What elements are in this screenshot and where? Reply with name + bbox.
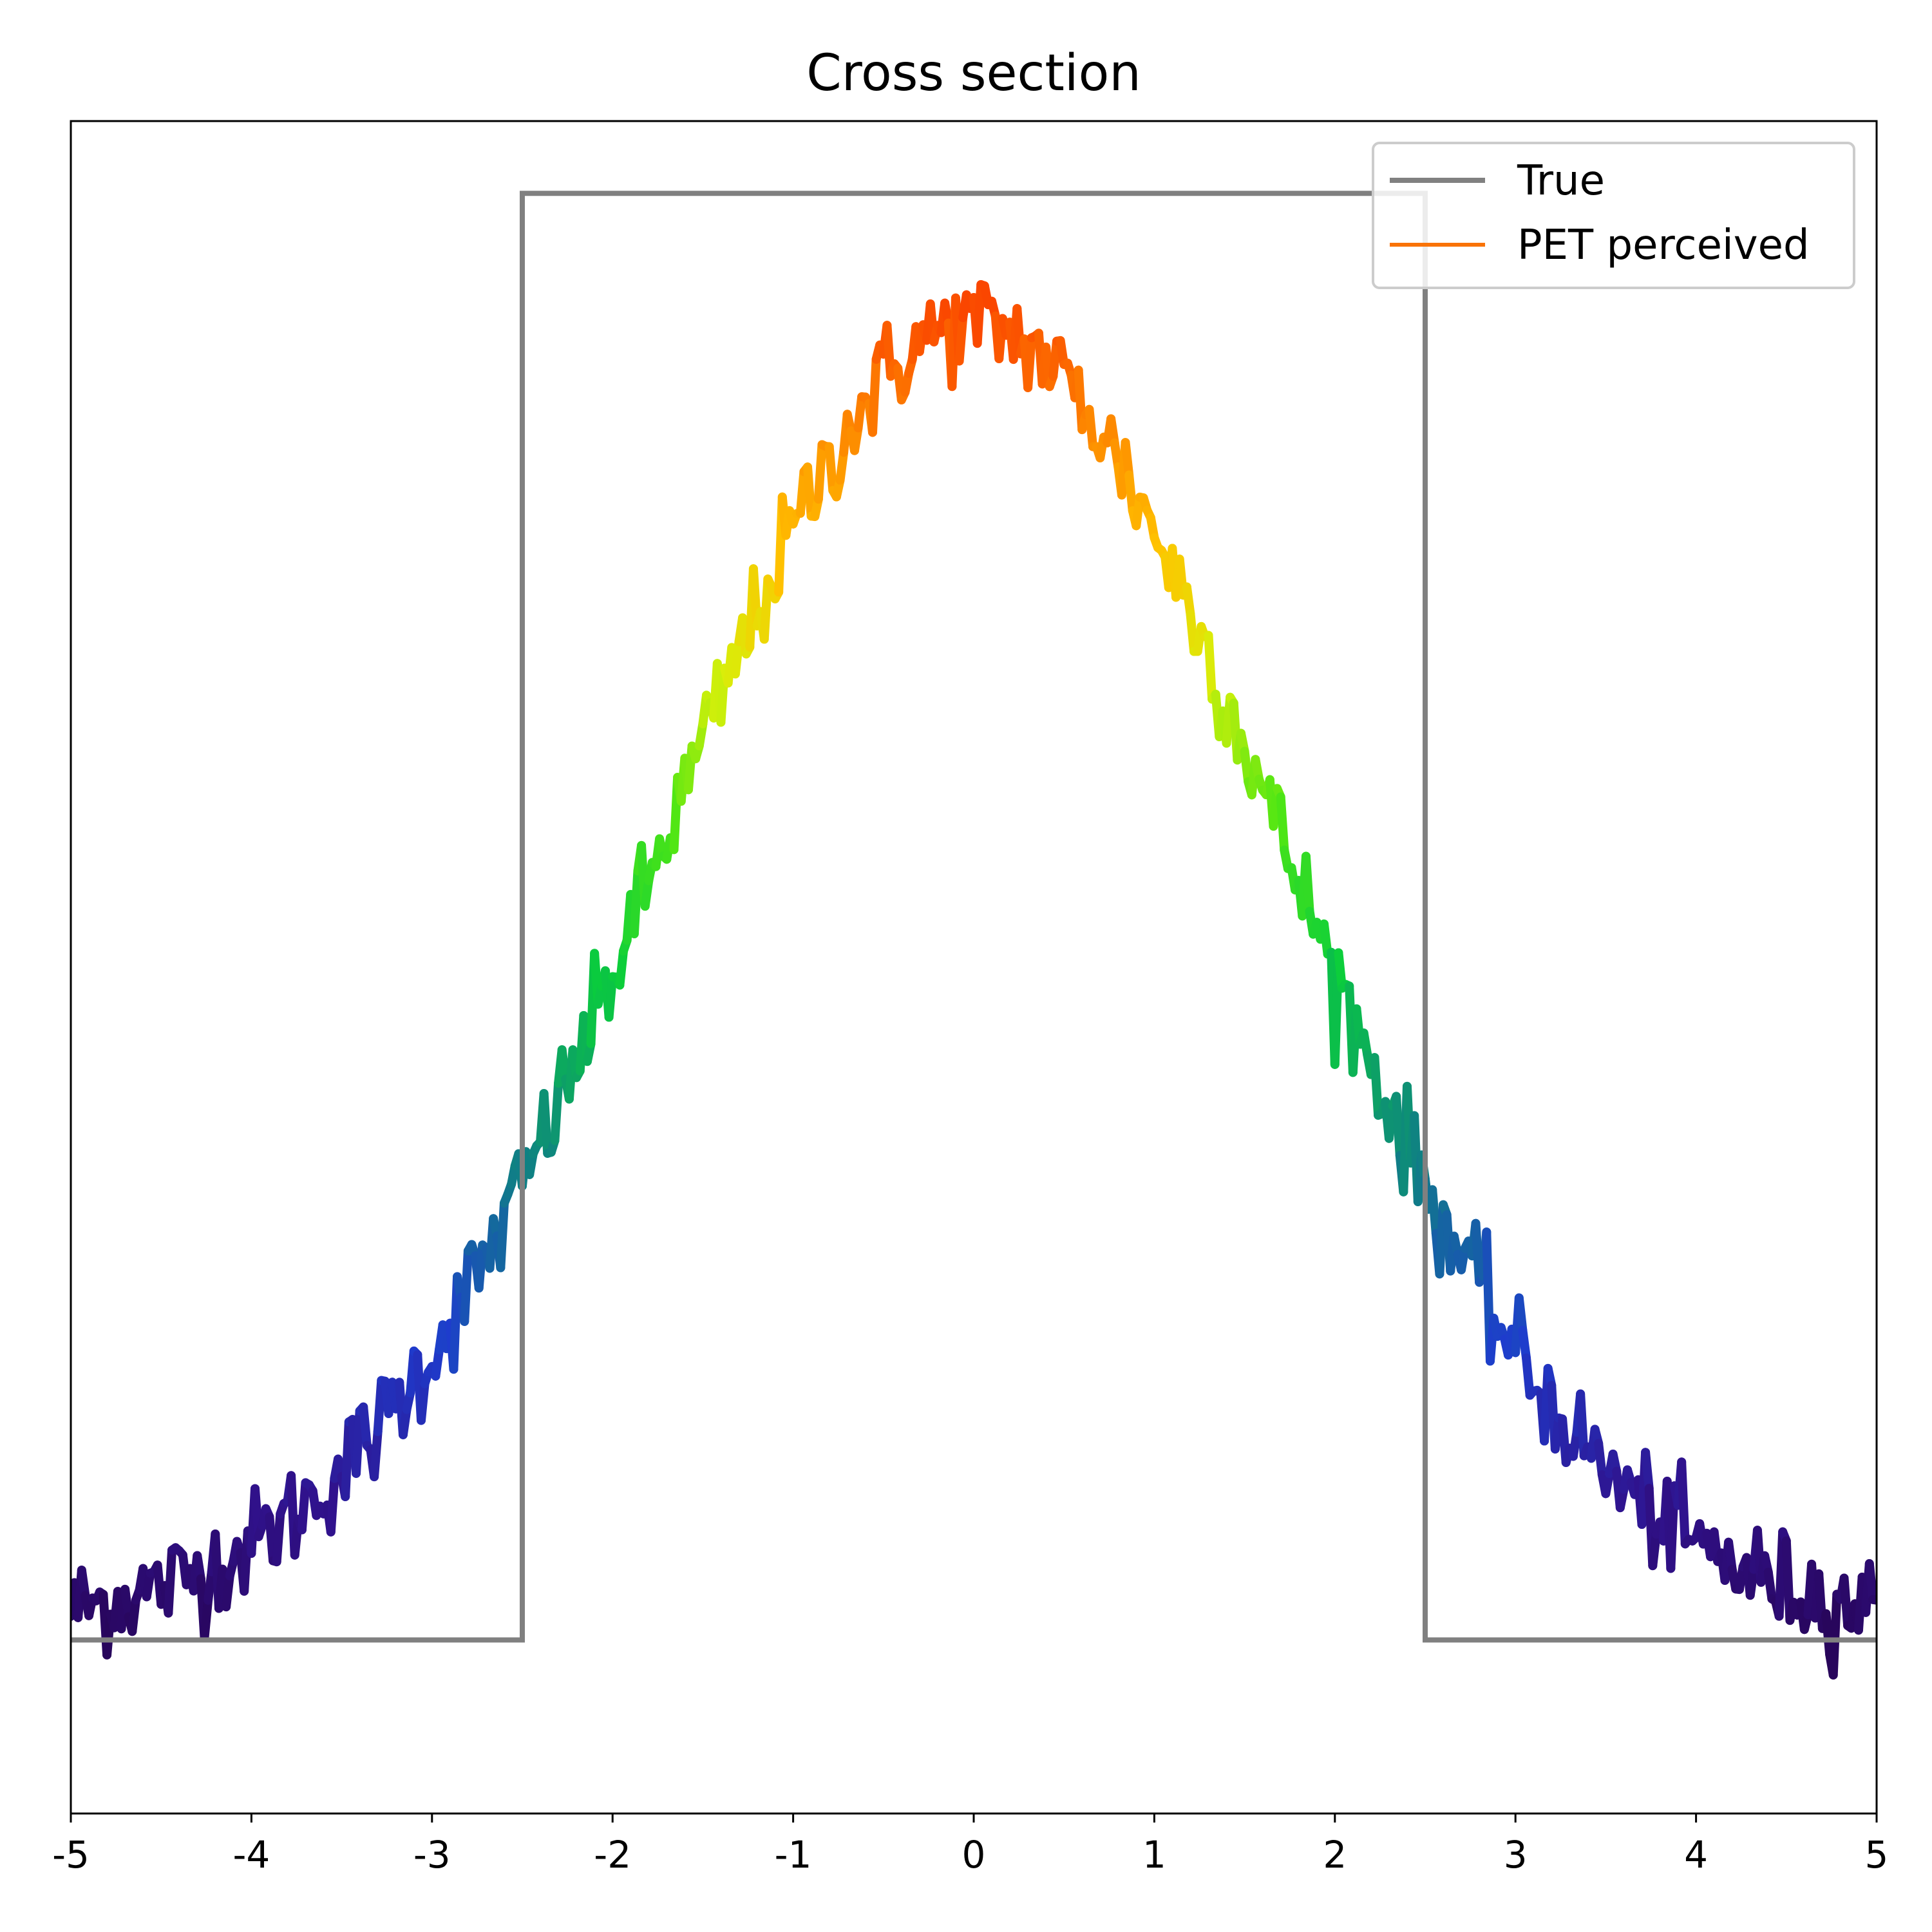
- pet-perceived-segment: [128, 1595, 140, 1636]
- pet-perceived-segment: [164, 1546, 177, 1618]
- series-true: [71, 191, 1877, 1643]
- pet-perceived-segment: [352, 1406, 365, 1478]
- pet-perceived-segment: [222, 1571, 234, 1612]
- pet-perceived-segment: [120, 1584, 133, 1622]
- pet-perceived-segment: [1370, 1053, 1383, 1120]
- pet-perceived-segment: [1522, 1353, 1535, 1400]
- pet-perceived-segment: [265, 1512, 278, 1566]
- pet-perceived-segment: [359, 1402, 372, 1450]
- pet-perceived-segment: [1186, 609, 1199, 656]
- pet-perceived-segment: [730, 637, 744, 679]
- pet-perceived-segment: [1864, 1559, 1877, 1604]
- pet-perceived-segment: [972, 279, 986, 348]
- pet-perceived-segment: [539, 1089, 553, 1158]
- pet-perceived-segment: [1023, 333, 1036, 392]
- pet-perceived-segment: [1677, 1457, 1690, 1549]
- pet-perceived-segment: [373, 1376, 386, 1436]
- x-tick-label: -1: [775, 1833, 812, 1877]
- pet-perceived-segment: [1648, 1530, 1661, 1571]
- pet-perceived-segment: [204, 1567, 216, 1605]
- pet-perceived-segment: [200, 1595, 213, 1642]
- pet-perceived-segment: [813, 440, 827, 504]
- pet-perceived-segment: [557, 1045, 571, 1084]
- pet-perceived-segment: [824, 442, 838, 495]
- pet-perceived-segment: [1641, 1448, 1654, 1493]
- pet-perceived-segment: [1392, 1092, 1405, 1160]
- x-tick-label: 2: [1323, 1833, 1347, 1877]
- pet-perceived-segment: [460, 1246, 473, 1326]
- pet-perceived-segment: [1550, 1413, 1564, 1454]
- pet-perceived-segment: [474, 1240, 488, 1293]
- pet-perceived-segment: [835, 448, 849, 485]
- x-tick-label: -5: [52, 1833, 90, 1877]
- pet-perceived-segment: [272, 1509, 285, 1567]
- pet-perceived-segment: [1428, 1185, 1441, 1238]
- pet-perceived-segment: [615, 946, 629, 990]
- pet-perceived-segment: [1240, 746, 1253, 786]
- pet-perceived-segment: [496, 1198, 509, 1273]
- pet-perceived-segment: [1204, 630, 1217, 704]
- pet-perceived-segment: [759, 574, 773, 644]
- pet-perceived-segment: [1132, 492, 1144, 531]
- pet-perceived-segment: [803, 462, 816, 521]
- legend-box: [1372, 142, 1855, 289]
- pet-perceived-segment: [341, 1417, 354, 1501]
- x-tick-label: -3: [413, 1833, 451, 1877]
- pet-perceived-segment: [795, 467, 809, 518]
- pet-perceived-segment: [853, 392, 867, 433]
- pet-perceived-segment: [1518, 1325, 1531, 1363]
- pet-perceived-segment: [954, 313, 968, 366]
- pet-perceived-segment: [1276, 792, 1289, 855]
- pet-perceived-segment: [1334, 948, 1347, 993]
- x-tick-label: -2: [594, 1833, 631, 1877]
- pet-perceived-segment: [1384, 1101, 1397, 1143]
- pet-perceived-segment: [1828, 1589, 1842, 1680]
- pet-perceived-segment: [1124, 470, 1137, 515]
- pet-perceived-segment: [416, 1379, 430, 1425]
- x-tick-label: -4: [232, 1833, 270, 1877]
- chart-title: Cross section: [806, 44, 1141, 102]
- x-tick-label: 1: [1142, 1833, 1166, 1877]
- x-tick-label: 3: [1504, 1833, 1528, 1877]
- series-pet-perceived: [71, 279, 1877, 1680]
- pet-perceived-segment: [1594, 1439, 1607, 1479]
- pet-perceived-segment: [1724, 1537, 1737, 1574]
- pet-perceived-segment: [1084, 404, 1098, 451]
- pet-perceived-segment: [370, 1426, 383, 1482]
- pet-perceived-segment: [326, 1473, 339, 1537]
- pet-perceived-segment: [1121, 438, 1134, 480]
- pet-perceived-segment: [1319, 919, 1332, 959]
- legend-label-pet-perceived: PET perceived: [1517, 222, 1810, 269]
- pet-perceived-segment: [1514, 1293, 1528, 1335]
- x-tick-label: 5: [1865, 1833, 1889, 1877]
- pet-perceived-segment: [1821, 1609, 1835, 1659]
- x-tick-label: 0: [962, 1833, 986, 1877]
- pet-perceived-segment: [550, 1079, 564, 1145]
- pet-perceived-segment: [867, 354, 881, 437]
- pet-perceived-segment: [297, 1478, 310, 1535]
- pet-perceived-segment: [604, 972, 618, 1022]
- pet-perceived-segment: [1301, 851, 1314, 916]
- plot-area: [70, 120, 1878, 1815]
- series-layer: [71, 191, 1877, 1680]
- legend-label-true: True: [1517, 157, 1605, 205]
- pet-perceived-segment: [1182, 582, 1195, 619]
- x-axis: -5 -4 -3 -2 -1 0 1 2 3 4 5: [52, 1814, 1888, 1877]
- pet-perceived-segment: [1048, 336, 1061, 381]
- pet-perceived-segment: [629, 866, 643, 938]
- legend: True PET perceived: [1372, 142, 1855, 289]
- x-tick-label: 4: [1684, 1833, 1708, 1877]
- pet-perceived-segment: [1839, 1573, 1853, 1631]
